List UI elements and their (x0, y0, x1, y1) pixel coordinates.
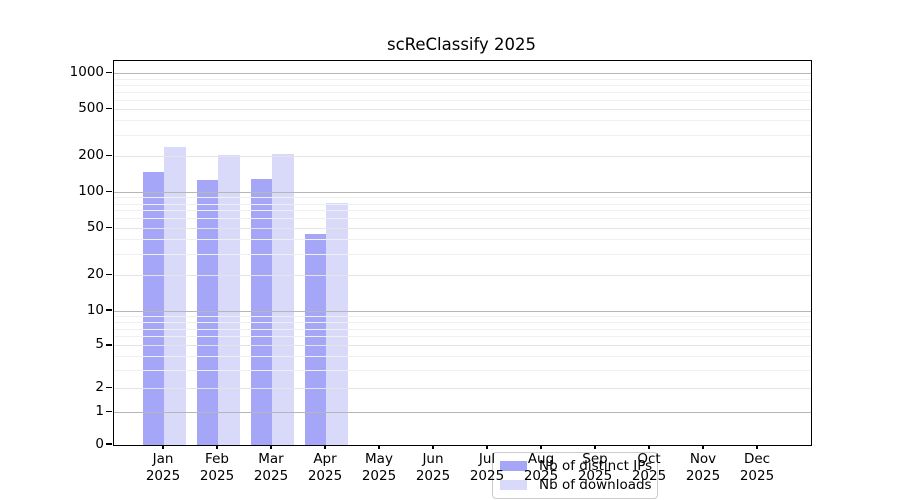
y-gridline-200 (114, 156, 811, 158)
x-tick-label-dec: Dec 2025 (739, 451, 775, 484)
x-tick-mark-feb (216, 445, 218, 449)
x-tick-label-apr: Apr 2025 (307, 451, 343, 484)
y-gridline-minor-80 (114, 203, 811, 205)
y-gridline-minor-60 (114, 218, 811, 220)
y-gridline-minor-600 (114, 99, 811, 101)
x-tick-label-feb: Feb 2025 (199, 451, 235, 484)
x-tick-label-may: May 2025 (361, 451, 397, 484)
x-tick-mark-oct (648, 445, 650, 449)
bar-distinct-ips-mar (250, 178, 272, 445)
y-gridline-1000 (114, 73, 811, 75)
y-gridline-minor-40 (114, 239, 811, 241)
x-tick-label-sep: Sep 2025 (577, 451, 613, 484)
y-tick-mark-10 (106, 309, 112, 311)
y-tick-mark-1 (106, 411, 112, 413)
plot-area: Nb of distinct IPs Nb of downloads (113, 60, 812, 499)
chart-title: scReClassify 2025 (386, 35, 537, 54)
bar-distinct-ips-feb (196, 179, 218, 445)
y-tick-mark-50 (106, 226, 112, 228)
legend: Nb of distinct IPs Nb of downloads (492, 452, 658, 499)
y-tick-label-5: 5 (95, 336, 104, 353)
y-gridline-minor-9 (114, 315, 811, 317)
y-gridline-minor-70 (114, 210, 811, 212)
y-tick-label-0: 0 (95, 435, 104, 452)
y-gridline-minor-400 (114, 120, 811, 122)
bar-downloads-apr (326, 202, 348, 445)
y-tick-label-20: 20 (86, 266, 104, 282)
y-gridline-minor-900 (114, 78, 811, 80)
x-tick-label-aug: Aug 2025 (523, 451, 559, 484)
y-gridline-500 (114, 108, 811, 110)
legend-label-distinct-ips: Nb of distinct IPs (539, 458, 653, 474)
y-tick-label-100: 100 (78, 183, 104, 200)
x-tick-mark-jan (162, 445, 164, 449)
y-tick-mark-200 (106, 155, 112, 157)
y-gridline-minor-8 (114, 321, 811, 323)
x-tick-label-jul: Jul 2025 (469, 451, 505, 484)
x-tick-label-oct: Oct 2025 (631, 451, 667, 484)
y-tick-label-1000: 1000 (69, 64, 104, 81)
y-gridline-minor-6 (114, 336, 811, 338)
legend-label-downloads: Nb of downloads (539, 477, 652, 493)
legend-item-downloads: Nb of downloads (500, 477, 652, 493)
x-tick-label-mar: Mar 2025 (253, 451, 289, 484)
y-tick-mark-5 (106, 344, 112, 346)
x-tick-mark-jul (486, 445, 488, 449)
x-tick-label-jun: Jun 2025 (415, 451, 451, 484)
legend-swatch-distinct-ips (500, 461, 527, 471)
x-tick-label-nov: Nov 2025 (685, 451, 721, 484)
y-gridline-20 (114, 275, 811, 276)
y-gridline-minor-30 (114, 254, 811, 256)
y-gridline-minor-300 (114, 135, 811, 137)
y-tick-mark-0 (106, 443, 112, 445)
y-gridline-minor-90 (114, 197, 811, 199)
y-tick-label-500: 500 (78, 99, 104, 116)
bar-downloads-mar (272, 153, 294, 445)
y-gridline-minor-7 (114, 328, 811, 330)
x-tick-mark-dec (756, 445, 758, 449)
y-gridline-minor-3 (114, 370, 811, 371)
y-gridline-100 (114, 192, 811, 194)
x-tick-mark-nov (702, 445, 704, 449)
y-gridline-5 (114, 345, 811, 347)
y-gridline-2 (114, 387, 811, 389)
bar-distinct-ips-apr (304, 233, 326, 445)
y-gridline-minor-800 (114, 84, 811, 86)
y-gridline-minor-4 (114, 356, 811, 358)
x-tick-mark-apr (324, 445, 326, 449)
y-gridline-1 (114, 412, 811, 414)
plot-canvas (114, 61, 811, 445)
x-tick-mark-sep (594, 445, 596, 449)
y-tick-label-200: 200 (78, 147, 104, 164)
bar-downloads-feb (218, 154, 240, 445)
y-tick-label-2: 2 (95, 378, 104, 395)
legend-item-distinct-ips: Nb of distinct IPs (500, 458, 653, 474)
x-tick-mark-mar (270, 445, 272, 449)
y-tick-mark-500 (106, 107, 112, 110)
y-tick-label-10: 10 (86, 301, 104, 318)
y-gridline-minor-700 (114, 91, 811, 93)
y-gridline-50 (114, 227, 811, 229)
y-tick-mark-2 (106, 386, 112, 388)
x-tick-mark-may (378, 445, 380, 449)
x-tick-label-jan: Jan 2025 (145, 451, 181, 484)
x-tick-mark-aug (540, 445, 542, 449)
y-tick-mark-20 (106, 273, 112, 276)
y-tick-label-50: 50 (86, 218, 104, 235)
y-gridline-10 (114, 310, 811, 312)
y-tick-mark-1000 (106, 72, 112, 74)
legend-swatch-downloads (500, 480, 527, 490)
y-tick-mark-100 (106, 190, 112, 193)
x-tick-mark-jun (432, 445, 434, 449)
bar-distinct-ips-jan (142, 171, 164, 445)
y-tick-label-1: 1 (95, 403, 104, 420)
